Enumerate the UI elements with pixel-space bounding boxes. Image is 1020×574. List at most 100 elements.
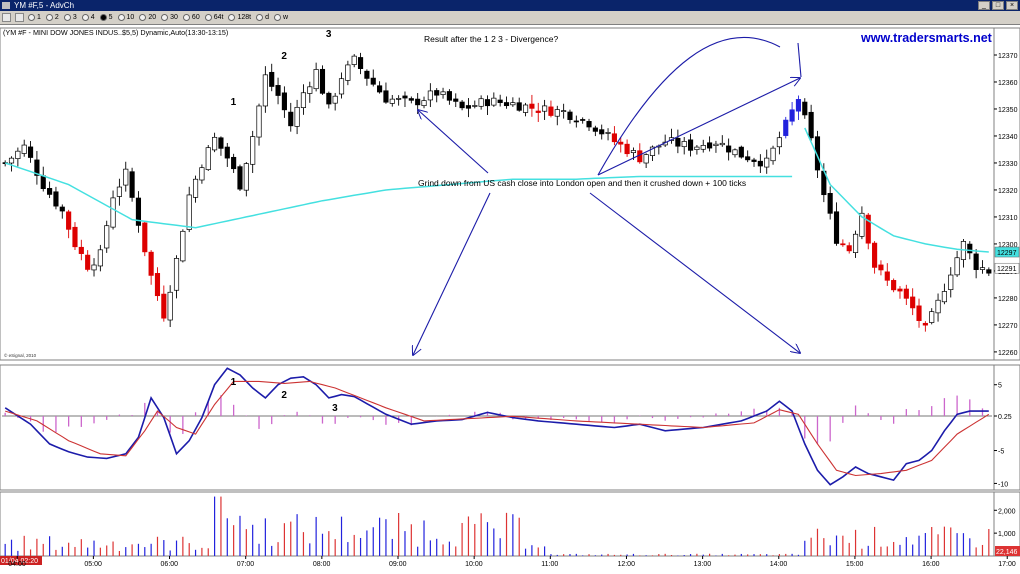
candle-body [326,92,332,105]
chart-title: (YM #F - MINI DOW JONES INDUS..$5,5) Dyn… [3,28,228,37]
interval-option-128t[interactable]: 128t [228,14,251,21]
candle-body [34,159,40,176]
candle-body [738,146,744,158]
interval-radio-icon[interactable] [45,14,53,21]
candle-body [884,271,890,281]
candle-body [491,97,497,106]
interval-label: 3 [72,14,77,21]
minimize-button[interactable]: _ [978,1,990,10]
interval-label: 1 [37,14,41,21]
interval-radio-icon[interactable] [273,14,281,21]
cursor-icon[interactable] [15,13,24,22]
panel-frame-3 [0,491,1020,557]
interval-radio-icon[interactable] [256,14,264,21]
candle-body [719,142,725,146]
interval-radio-icon[interactable] [228,14,236,21]
interval-radio-icon[interactable] [204,14,212,21]
interval-option-3[interactable]: 3 [63,14,77,21]
interval-option-2[interactable]: 2 [45,14,59,21]
interval-option-1[interactable]: 1 [28,14,41,21]
candle-body [751,159,757,162]
candle-body [27,146,34,158]
candle-body [256,105,262,138]
price-tick-label: 12280 [998,296,1018,303]
candle-body [745,156,751,161]
candle-body [53,191,59,207]
candle-body [891,280,897,291]
annotation-arrow-stem [797,42,802,78]
candle-body [205,147,211,170]
candle-body [726,145,732,153]
candle-body [402,95,408,99]
interval-radio-icon[interactable] [117,14,125,21]
x-tick-label: 04:00 [8,561,26,568]
interval-label: d [265,14,269,21]
interval-option-30[interactable]: 30 [161,14,178,21]
candle-body [967,243,973,254]
interval-option-60[interactable]: 60 [182,14,200,21]
candle-body [364,70,370,79]
interval-radio-icon[interactable] [28,14,35,21]
moving-average-line [804,127,989,253]
candle-body [313,69,319,90]
annotation-divergence: Result after the 1 2 3 - Divergence? [424,34,558,44]
close-button[interactable]: × [1006,1,1018,10]
interval-option-d[interactable]: d [256,14,269,21]
interval-option-5[interactable]: 5 [99,14,113,21]
x-tick-label: 09:00 [389,561,407,568]
candle-body [91,264,97,271]
maximize-button[interactable]: □ [992,1,1004,10]
candle-body [681,141,687,148]
candle-body [687,139,694,151]
candle-body [275,85,281,96]
candle-body [97,249,103,267]
candle-body [66,211,72,230]
candle-body [415,98,421,106]
interval-option-64t[interactable]: 64t [204,14,224,21]
price-tick-label: 12340 [998,134,1018,141]
candle-body [599,129,605,135]
candle-body [852,233,859,253]
candle-body [154,273,161,297]
candle-body [802,101,808,116]
interval-radio-icon[interactable] [161,14,169,21]
candle-body [434,90,440,96]
candle-body [833,211,840,244]
interval-option-w[interactable]: w [273,14,288,21]
candle-body [840,243,846,246]
interval-radio-icon[interactable] [99,14,107,21]
candle-body [910,296,916,309]
candle-body [47,188,53,195]
x-axis-start-label: 01/04 02:20 [1,558,38,565]
watermark: www.tradersmarts.net [860,31,993,45]
candle-body [294,106,300,127]
candle-body [630,150,637,154]
interval-radio-icon[interactable] [182,14,190,21]
candle-body [986,269,992,274]
interval-option-4[interactable]: 4 [81,14,95,21]
window-title: YM #F,5 - AdvCh [14,1,75,10]
candle-body [618,141,624,145]
chart-type-icon[interactable] [2,13,11,22]
candle-body [713,143,719,147]
interval-option-20[interactable]: 20 [139,14,156,21]
candle-body [224,146,230,159]
candle-body [561,110,567,112]
interval-radio-icon[interactable] [63,14,71,21]
candle-body [135,197,142,226]
candle-body [15,150,21,160]
candle-body [8,157,15,164]
x-tick-label: 07:00 [237,561,255,568]
candle-body [180,230,186,262]
interval-radio-icon[interactable] [139,14,147,21]
price-tick-label: 12270 [998,323,1018,330]
candle-body [846,245,852,252]
interval-option-10[interactable]: 10 [117,14,134,21]
interval-label: 64t [213,14,224,21]
candle-body [954,257,960,276]
copyright-text: © eSignal, 2010 [4,352,37,358]
interval-radio-icon[interactable] [81,14,89,21]
chart-area: 1226012270122801229012300123101232012330… [0,27,1020,568]
candle-body [21,144,27,154]
candle-body [192,178,199,198]
